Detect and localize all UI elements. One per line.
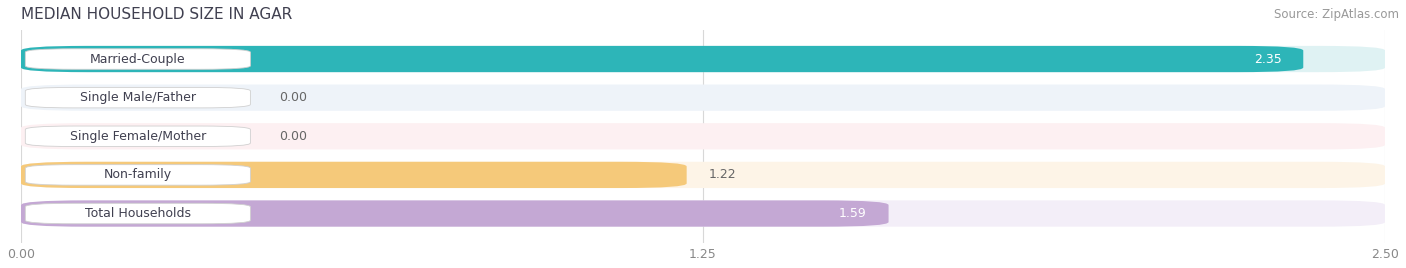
FancyBboxPatch shape — [21, 46, 1303, 72]
FancyBboxPatch shape — [21, 84, 1385, 111]
FancyBboxPatch shape — [25, 49, 250, 69]
Text: 2.35: 2.35 — [1254, 53, 1281, 65]
FancyBboxPatch shape — [21, 200, 889, 227]
FancyBboxPatch shape — [25, 126, 250, 147]
Text: Married-Couple: Married-Couple — [90, 53, 186, 65]
Text: 0.00: 0.00 — [278, 91, 307, 104]
Text: Single Female/Mother: Single Female/Mother — [70, 130, 207, 143]
FancyBboxPatch shape — [21, 200, 1385, 227]
Text: Single Male/Father: Single Male/Father — [80, 91, 195, 104]
Text: MEDIAN HOUSEHOLD SIZE IN AGAR: MEDIAN HOUSEHOLD SIZE IN AGAR — [21, 7, 292, 22]
Text: 1.59: 1.59 — [839, 207, 866, 220]
FancyBboxPatch shape — [25, 203, 250, 224]
FancyBboxPatch shape — [21, 162, 1385, 188]
FancyBboxPatch shape — [21, 123, 1385, 150]
FancyBboxPatch shape — [25, 165, 250, 185]
FancyBboxPatch shape — [21, 46, 1385, 72]
Text: Total Households: Total Households — [84, 207, 191, 220]
Text: Source: ZipAtlas.com: Source: ZipAtlas.com — [1274, 8, 1399, 21]
Text: 0.00: 0.00 — [278, 130, 307, 143]
FancyBboxPatch shape — [21, 162, 686, 188]
FancyBboxPatch shape — [25, 87, 250, 108]
Text: 1.22: 1.22 — [709, 168, 737, 181]
Text: Non-family: Non-family — [104, 168, 172, 181]
